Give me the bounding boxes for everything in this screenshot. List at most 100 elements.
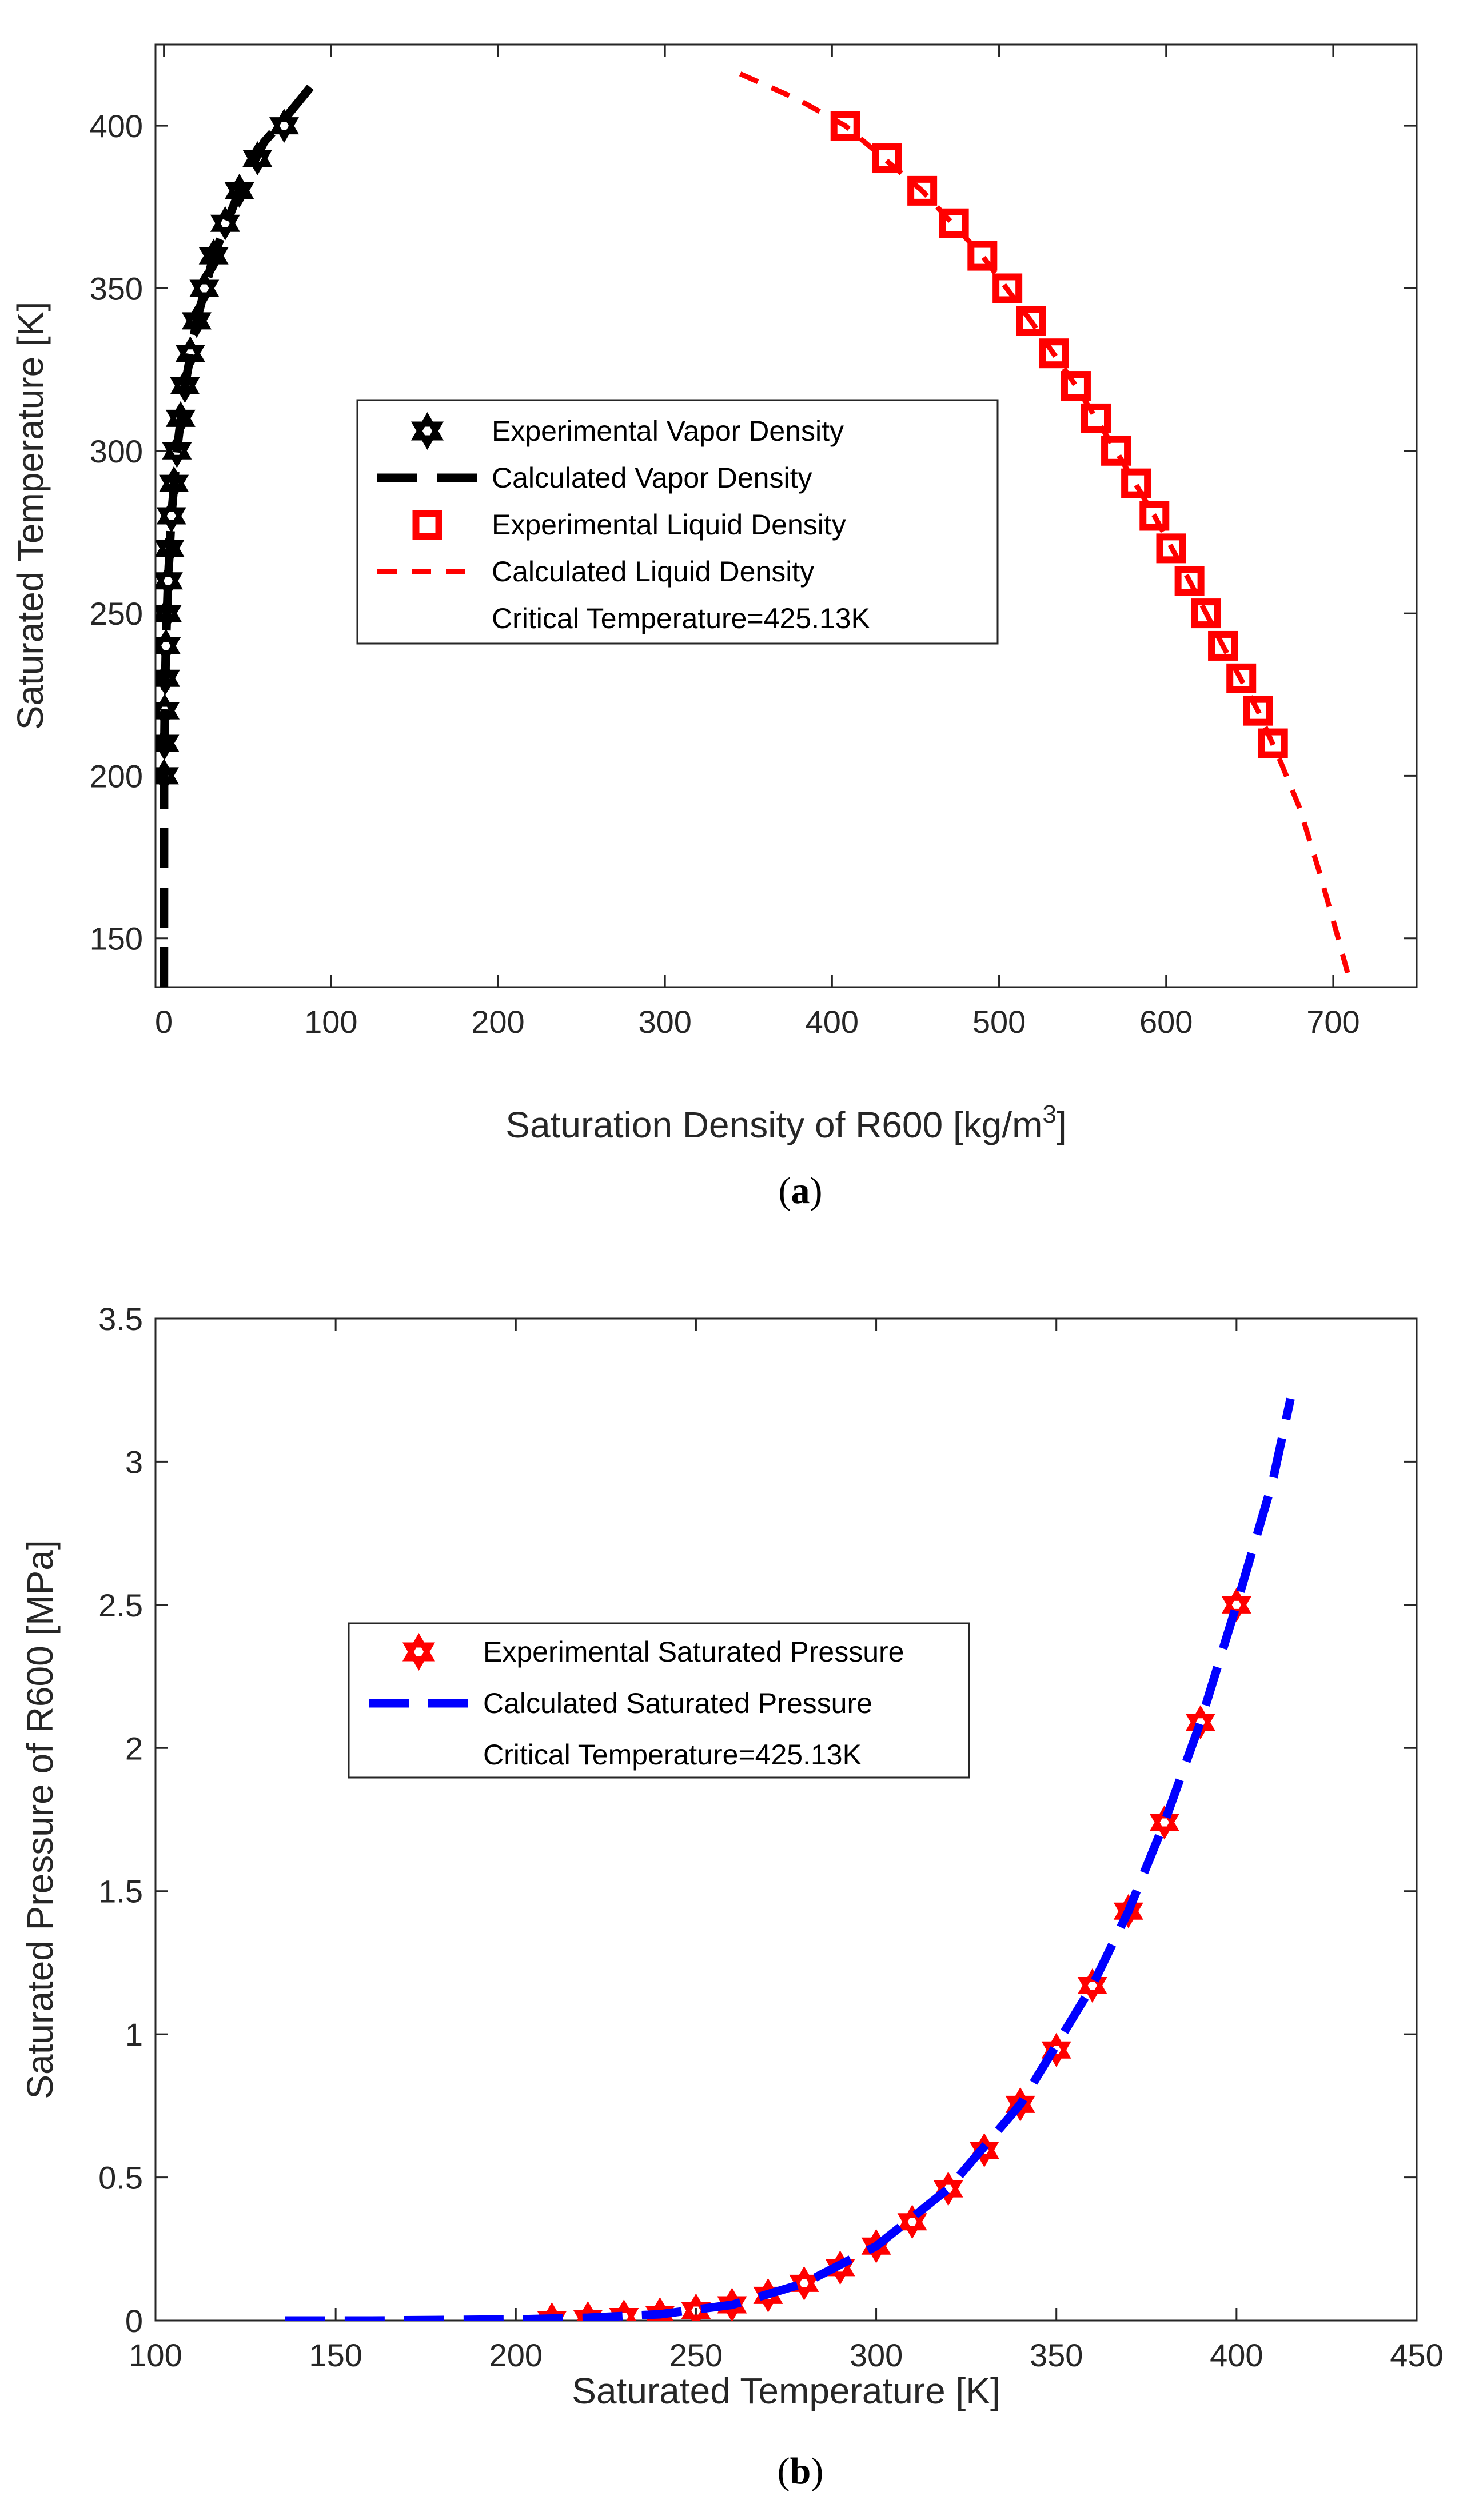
series-calculated-saturated-pressure (285, 1397, 1295, 2321)
data-point-square (1208, 630, 1238, 661)
x-tick-label: 600 (1139, 1004, 1193, 1040)
panel-caption-letter: b (790, 2450, 811, 2492)
legend-label: Experimental Liquid Density (492, 509, 846, 541)
x-axis-label-main: Saturated Temperature [K] (572, 2370, 1000, 2411)
plot-series-group (285, 1397, 1295, 2321)
chart-panel-b: 100 150 200 250 300 350 400 450 0 0.5 1 1.5 2 2.5 3 3.5… (19, 1301, 1444, 2492)
y-tick-label: 3 (125, 1444, 143, 1480)
x-tick-label: 300 (638, 1004, 691, 1040)
series-line (739, 71, 1354, 987)
x-tick-label: 300 (850, 2337, 903, 2373)
y-tick-label: 1 (125, 2016, 143, 2052)
panel-caption-open: ( (779, 1170, 791, 1212)
y-tick-label: 1.5 (98, 1874, 143, 1910)
y-tick-label: 2 (125, 1730, 143, 1766)
panel-caption-open: ( (778, 2450, 790, 2492)
legend-hexagram-symbol (410, 412, 444, 450)
panel-caption-close: ) (810, 1170, 823, 1212)
panel-caption: (a) (779, 1170, 823, 1212)
data-point-square (1016, 306, 1046, 336)
x-tick-label: 100 (304, 1004, 357, 1040)
legend-label: Calculated Saturated Pressure (483, 1687, 872, 1719)
plot-series-group (156, 71, 1354, 987)
legend-label: Experimental Vapor Density (492, 415, 844, 447)
data-point-square (1258, 728, 1288, 758)
legend-hexagram-symbol (402, 1632, 436, 1671)
data-point-square (1121, 468, 1151, 498)
y-axis-label: Saturated Pressure of R600 [MPa] (19, 1540, 61, 2099)
data-point-square (992, 273, 1023, 303)
x-tick-label: 700 (1306, 1004, 1360, 1040)
chart-panel-a: 0 100 200 300 400 500 600 700 150 200 250 300 350 400… (10, 43, 1418, 1212)
y-tick-label: 350 (90, 270, 143, 306)
x-tick-label: 150 (309, 2337, 362, 2373)
data-point-square (939, 208, 969, 238)
x-axis-label-end: ] (1057, 1104, 1067, 1145)
x-tick-label: 200 (489, 2337, 543, 2373)
x-tick-label: 0 (155, 1004, 173, 1040)
y-tick-label: 2.5 (98, 1587, 143, 1623)
y-tick-label: 150 (90, 921, 143, 957)
plot-area-frame (154, 1317, 1418, 2322)
panel-caption-letter: a (791, 1170, 810, 1212)
x-tick-label: 450 (1390, 2337, 1443, 2373)
series-experimental-liquid-density (830, 111, 1288, 758)
series-calculated-liquid-density (739, 71, 1354, 987)
data-point-square (1226, 663, 1257, 693)
panel-caption-close: ) (811, 2450, 823, 2492)
data-point-hexagram (189, 271, 220, 306)
legend-label: Experimental Saturated Pressure (483, 1636, 904, 1668)
data-point-hexagram (269, 109, 299, 143)
y-axis-label: Saturated Temperature [K] (10, 302, 51, 730)
legend-label: Calculated Liquid Density (492, 556, 814, 588)
data-point-square (1156, 533, 1186, 564)
y-tick-label: 0.5 (98, 2160, 143, 2196)
series-calculated-vapor-density (160, 74, 321, 987)
legend: Experimental Saturated Pressure Calculate… (348, 1622, 970, 1779)
legend-square-symbol (412, 510, 442, 540)
y-tick-label: 400 (90, 108, 143, 144)
legend-label: Critical Temperature=425.13K (492, 602, 870, 634)
data-point-square (1139, 501, 1170, 531)
data-point-square (967, 241, 998, 271)
data-point-square (1191, 598, 1221, 629)
x-tick-label: 500 (972, 1004, 1026, 1040)
y-tick-label: 250 (90, 596, 143, 632)
series-line (285, 1397, 1295, 2321)
x-tick-label: 400 (1210, 2337, 1263, 2373)
plot-area-frame (154, 43, 1418, 988)
data-point-hexagram (897, 2204, 927, 2239)
data-point-square (1039, 338, 1069, 369)
series-line (160, 74, 321, 987)
x-tick-label: 350 (1030, 2337, 1083, 2373)
x-tick-label: 250 (669, 2337, 723, 2373)
data-point-square (907, 175, 938, 206)
legend-label: Calculated Vapor Density (492, 462, 812, 494)
x-tick-label: 200 (471, 1004, 524, 1040)
x-axis-label-superscript: 3 (1042, 1100, 1056, 1128)
data-point-square (1243, 696, 1273, 726)
charts-root: 0 100 200 300 400 500 600 700150200250300350400… (10, 43, 1444, 2492)
data-point-square (830, 111, 860, 141)
data-point-square (1101, 436, 1131, 466)
x-axis-label: Saturated Temperature [K] (572, 2370, 1000, 2411)
panel-caption: (b) (778, 2450, 824, 2492)
y-tick-label: 0 (125, 2303, 143, 2339)
data-point-hexagram (156, 564, 183, 598)
y-tick-label: 200 (90, 758, 143, 794)
legend-box (356, 399, 999, 645)
y-tick-label: 300 (90, 433, 143, 469)
x-tick-label: 100 (129, 2337, 182, 2373)
data-point-square (1081, 403, 1111, 433)
x-axis-label: Saturation Density of R600 [kg/m3] (505, 1100, 1066, 1145)
x-axis-label-main: Saturation Density of R600 [kg/m (505, 1104, 1042, 1145)
x-tick-label: 400 (806, 1004, 859, 1040)
data-point-square (1061, 371, 1091, 401)
legend-label: Critical Temperature=425.13K (483, 1739, 862, 1771)
y-tick-label: 3.5 (98, 1301, 143, 1337)
data-point-square (1174, 566, 1205, 596)
data-point-hexagram (789, 2266, 819, 2301)
data-point-square (872, 143, 902, 174)
